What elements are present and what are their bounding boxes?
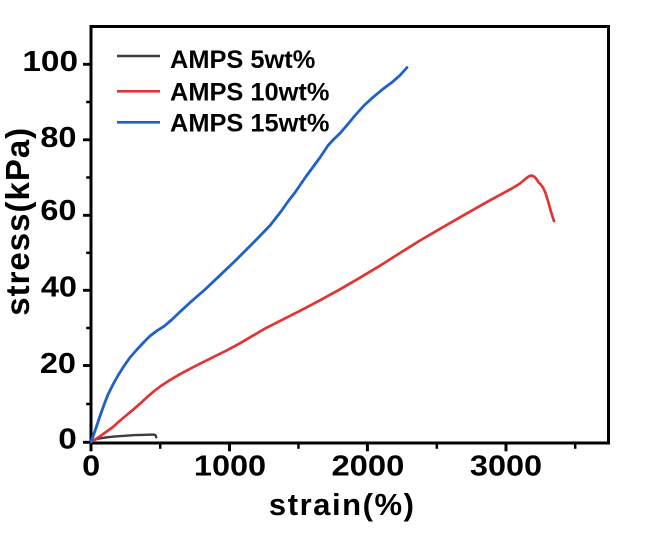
svg-text:1000: 1000 xyxy=(194,449,266,482)
svg-text:strain(%): strain(%) xyxy=(269,487,416,522)
svg-text:0: 0 xyxy=(82,449,100,482)
svg-text:0: 0 xyxy=(58,423,77,455)
svg-text:stress(kPa): stress(kPa) xyxy=(0,127,36,316)
svg-text:20: 20 xyxy=(40,347,76,380)
svg-text:100: 100 xyxy=(22,45,78,77)
svg-text:60: 60 xyxy=(40,194,76,227)
svg-text:80: 80 xyxy=(40,121,76,154)
svg-text:AMPS 15wt%: AMPS 15wt% xyxy=(170,110,329,138)
svg-text:40: 40 xyxy=(41,270,77,303)
svg-text:3000: 3000 xyxy=(470,449,542,482)
svg-text:AMPS 10wt%: AMPS 10wt% xyxy=(170,79,329,107)
svg-text:AMPS 5wt%: AMPS 5wt% xyxy=(170,46,315,74)
svg-text:2000: 2000 xyxy=(331,449,404,482)
